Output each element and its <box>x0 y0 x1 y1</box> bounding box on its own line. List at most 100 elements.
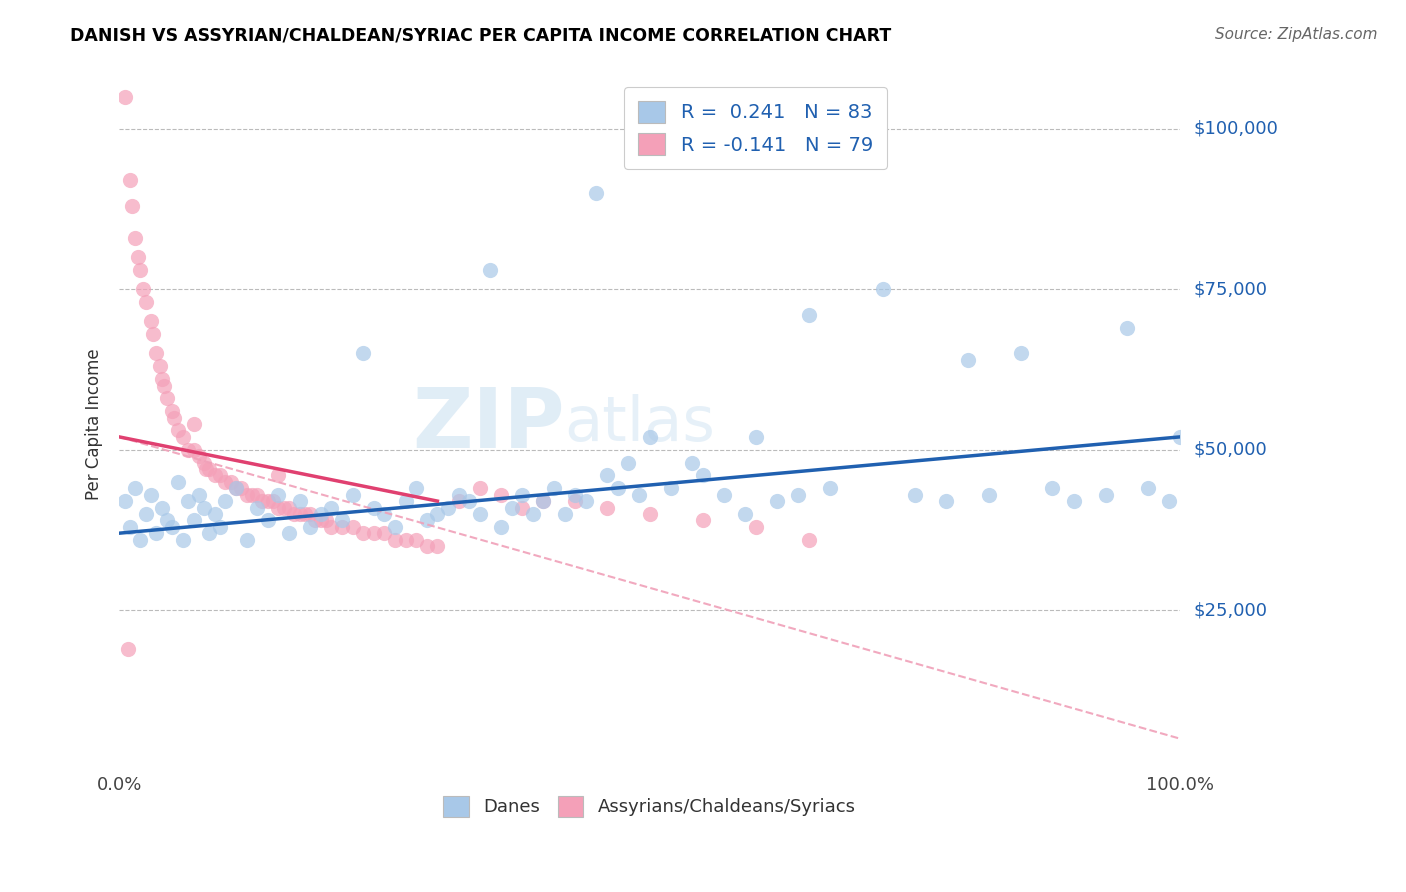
Point <box>219 475 242 489</box>
Point <box>447 488 470 502</box>
Point <box>489 488 512 502</box>
Text: $100,000: $100,000 <box>1194 120 1278 137</box>
Point <box>394 533 416 547</box>
Point <box>225 481 247 495</box>
Point <box>252 494 274 508</box>
Point <box>426 507 449 521</box>
Point <box>198 526 221 541</box>
Point <box>183 513 205 527</box>
Point <box>118 520 141 534</box>
Point <box>1094 488 1116 502</box>
Point <box>187 449 209 463</box>
Point <box>278 500 301 515</box>
Point <box>787 488 810 502</box>
Point <box>405 481 427 495</box>
Point <box>114 89 136 103</box>
Point <box>135 507 157 521</box>
Point <box>256 513 278 527</box>
Point <box>352 526 374 541</box>
Point <box>734 507 756 521</box>
Point <box>977 488 1000 502</box>
Point <box>416 513 439 527</box>
Point <box>246 500 269 515</box>
Point <box>627 488 650 502</box>
Point <box>150 500 173 515</box>
Point <box>489 520 512 534</box>
Point <box>283 507 305 521</box>
Point <box>235 533 257 547</box>
Point <box>231 481 253 495</box>
Point <box>135 295 157 310</box>
Point <box>330 520 353 534</box>
Text: $25,000: $25,000 <box>1194 601 1268 619</box>
Point <box>744 430 766 444</box>
Point <box>468 507 491 521</box>
Point <box>405 533 427 547</box>
Point <box>363 526 385 541</box>
Point <box>330 513 353 527</box>
Point <box>384 533 406 547</box>
Point <box>501 500 523 515</box>
Point <box>797 533 820 547</box>
Point <box>510 500 533 515</box>
Point <box>564 494 586 508</box>
Point <box>124 481 146 495</box>
Point <box>262 494 284 508</box>
Point <box>533 494 555 508</box>
Point <box>468 481 491 495</box>
Point <box>309 513 332 527</box>
Point <box>148 359 170 374</box>
Point <box>166 475 188 489</box>
Point <box>585 186 607 200</box>
Point <box>692 513 714 527</box>
Point <box>363 500 385 515</box>
Point <box>124 231 146 245</box>
Point <box>162 520 184 534</box>
Point <box>479 263 502 277</box>
Point <box>172 430 194 444</box>
Point <box>352 346 374 360</box>
Point <box>118 173 141 187</box>
Point <box>1159 494 1181 508</box>
Point <box>315 513 337 527</box>
Point <box>904 488 927 502</box>
Point <box>235 488 257 502</box>
Point <box>114 494 136 508</box>
Point <box>145 346 167 360</box>
Point <box>426 539 449 553</box>
Point <box>129 263 152 277</box>
Point <box>373 507 395 521</box>
Y-axis label: Per Capita Income: Per Capita Income <box>86 348 103 500</box>
Point <box>288 494 311 508</box>
Point <box>156 392 179 406</box>
Point <box>142 327 165 342</box>
Legend: Danes, Assyrians/Chaldeans/Syriacs: Danes, Assyrians/Chaldeans/Syriacs <box>436 789 863 824</box>
Point <box>214 494 236 508</box>
Text: $50,000: $50,000 <box>1194 441 1267 458</box>
Text: Source: ZipAtlas.com: Source: ZipAtlas.com <box>1215 27 1378 42</box>
Point <box>193 500 215 515</box>
Text: atlas: atlas <box>565 394 716 454</box>
Text: $75,000: $75,000 <box>1194 280 1268 298</box>
Point <box>575 494 598 508</box>
Point <box>321 520 343 534</box>
Point <box>139 488 162 502</box>
Point <box>872 282 894 296</box>
Point <box>596 500 619 515</box>
Point <box>437 500 460 515</box>
Point <box>342 488 364 502</box>
Point <box>384 520 406 534</box>
Point <box>606 481 628 495</box>
Point <box>533 494 555 508</box>
Point <box>1168 430 1191 444</box>
Point <box>617 456 640 470</box>
Point <box>956 352 979 367</box>
Point <box>692 468 714 483</box>
Point <box>240 488 263 502</box>
Point <box>204 468 226 483</box>
Point <box>145 526 167 541</box>
Point <box>510 488 533 502</box>
Point <box>713 488 735 502</box>
Point <box>267 488 290 502</box>
Point <box>166 424 188 438</box>
